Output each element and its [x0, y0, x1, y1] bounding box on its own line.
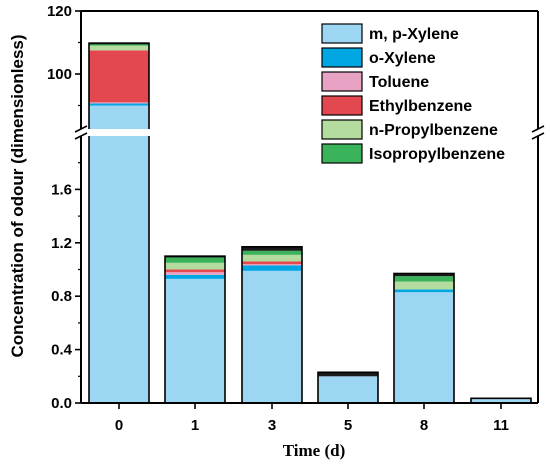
y-tick-label: 1.6	[51, 181, 72, 198]
axis-break-mark	[531, 132, 545, 140]
legend-swatch	[321, 119, 363, 140]
bar-segment-ethylbenzene	[242, 261, 302, 265]
bar-segment-m-p-xylene	[394, 292, 454, 403]
bar-segment-toluene	[89, 102, 149, 104]
y-tick-label: 0.8	[51, 288, 72, 305]
axis-break-mark	[74, 132, 88, 140]
bar-segment-ethylbenzene	[165, 269, 225, 273]
bar-segment-top-band	[394, 273, 454, 277]
bar-segment-o-xylene	[242, 265, 302, 271]
bar-group-5	[317, 371, 379, 404]
legend: m, p-Xylene o-Xylene Toluene Ethylbenzene n-…	[321, 23, 505, 164]
y-tick-label: 0.4	[51, 342, 73, 359]
x-tick-label: 11	[493, 417, 509, 434]
legend-label: m, p-Xylene	[369, 26, 459, 43]
bar-segment-top-band	[318, 372, 378, 377]
legend-swatch	[321, 23, 363, 44]
bar-group-1	[164, 255, 226, 404]
legend-label: Toluene	[369, 74, 429, 91]
axis-break-mark	[74, 125, 88, 133]
legend-swatch	[321, 47, 363, 68]
bar-segment-n-propylbenzene	[242, 254, 302, 262]
bar-segment-toluene	[242, 264, 302, 266]
legend-swatch	[321, 95, 363, 116]
legend-swatch	[321, 71, 363, 92]
x-tick-label: 5	[344, 417, 352, 434]
y-tick-label: 1.2	[51, 235, 72, 252]
bar-segment-total	[471, 398, 531, 403]
x-tick-label: 0	[115, 417, 123, 434]
x-axis-label: Time (d)	[283, 441, 346, 460]
x-tick-label: 3	[268, 417, 276, 434]
bar-segment-m-p-xylene	[242, 270, 302, 403]
bar-segment-isopropylbenzene	[242, 250, 302, 255]
bar-segment-n-propylbenzene	[89, 45, 149, 51]
y-tick-label: 120	[47, 3, 72, 20]
bar-break-gap	[88, 129, 150, 136]
bar-segment-ethylbenzene	[89, 50, 149, 103]
y-tick-label: 100	[47, 66, 72, 83]
bar-segment-top-band	[242, 246, 302, 251]
bar-segment-o-xylene	[394, 289, 454, 293]
legend-swatch	[321, 143, 363, 164]
bar-segment-n-propylbenzene	[394, 281, 454, 290]
bar-group-8	[393, 272, 455, 404]
bar-group-3	[241, 246, 303, 404]
y-axis-label: Concentration of odour (dimensionless)	[8, 34, 27, 357]
y-tick-label: 0.0	[51, 395, 72, 412]
legend-label: Ethylbenzene	[369, 98, 472, 115]
bar-segment-isopropylbenzene	[89, 44, 149, 46]
bars-layer	[88, 42, 532, 404]
legend-label: o-Xylene	[369, 50, 436, 67]
bar-segment-toluene	[165, 272, 225, 275]
bar-segment-m-p-xylene	[165, 278, 225, 403]
bar-segment-isopropylbenzene	[394, 276, 454, 282]
bar-segment-m-p-xylene	[318, 376, 378, 403]
bar-segment-o-xylene	[89, 103, 149, 106]
bar-segment-m-p-xylene	[89, 105, 149, 403]
x-tick-label: 8	[420, 417, 428, 434]
axis-break-mark	[531, 125, 545, 133]
legend-label: Isopropylbenzene	[369, 146, 505, 163]
x-tick-label: 1	[191, 417, 199, 434]
legend-label: n-Propylbenzene	[369, 122, 498, 139]
bar-group-0	[88, 42, 150, 404]
ticks-layer: 0.0 0.4 0.8 1.2 1.6 100 120 0 1 3 5 8 11	[47, 3, 509, 434]
bar-segment-isopropylbenzene	[165, 257, 225, 263]
bar-segment-n-propylbenzene	[165, 262, 225, 270]
axes-layer	[74, 10, 545, 404]
bar-segment-o-xylene	[165, 274, 225, 279]
